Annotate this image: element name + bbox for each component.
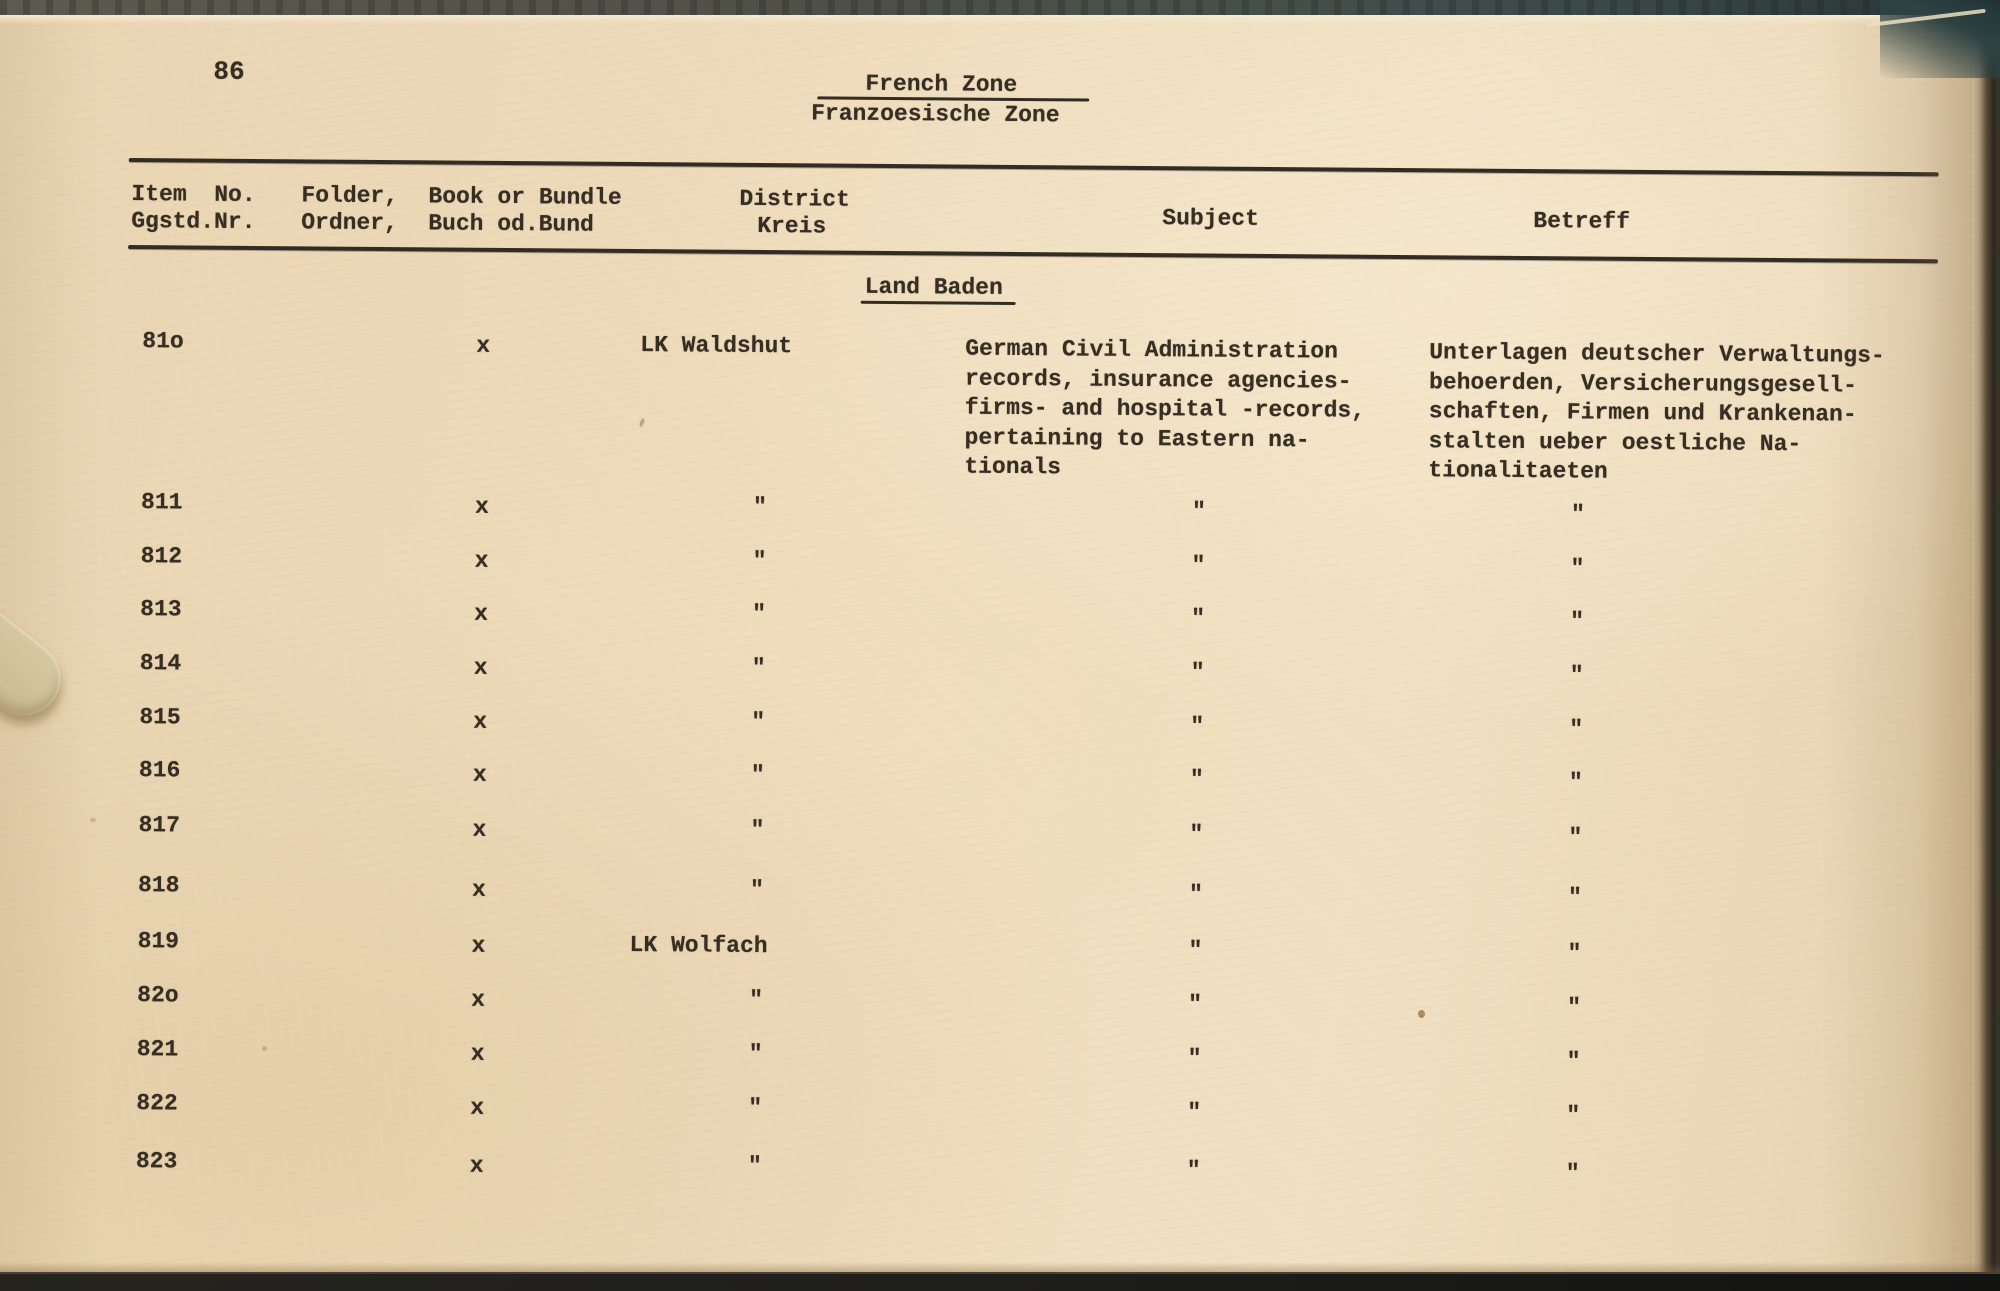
district-ditto-cell: " [748, 1094, 763, 1122]
district-ditto-cell: " [750, 816, 765, 844]
betreff-ditto-cell: " [1570, 501, 1585, 528]
item-number-cell: 816 [138, 757, 181, 784]
item-number-cell: 817 [138, 812, 181, 839]
header-item-en: Item No. [131, 181, 256, 209]
item-number-cell: 819 [137, 928, 180, 955]
district-ditto-cell: " [750, 761, 765, 789]
subject-ditto-cell: " [1190, 713, 1205, 740]
district-ditto-cell: " [751, 708, 766, 736]
header-book-de: Buch od.Bund [428, 210, 594, 238]
subject-cell: German Civil Administration records, ins… [964, 335, 1366, 481]
betreff-ditto-cell: " [1566, 1048, 1581, 1075]
subject-ditto-cell: " [1188, 937, 1203, 964]
betreff-ditto-cell: " [1568, 824, 1583, 851]
book-mark-cell: x [471, 932, 486, 959]
district-ditto-cell: " [749, 876, 764, 904]
item-number-cell: 814 [139, 650, 182, 677]
header-district-en: District [739, 185, 850, 213]
table-rule-bottom [128, 245, 1939, 264]
item-number-cell: 811 [140, 489, 183, 516]
subject-ditto-cell: " [1187, 1099, 1202, 1126]
item-number-cell: 81o [142, 328, 184, 355]
district-ditto-cell: " [752, 547, 767, 575]
district-ditto-cell: " [752, 600, 767, 628]
betreff-ditto-cell: " [1569, 716, 1584, 743]
section-heading: Land Baden [864, 273, 1003, 301]
district-cell: LK Wolfach [629, 931, 768, 960]
subject-ditto-cell: " [1186, 1157, 1201, 1184]
page-bottom-shadow [0, 1262, 2000, 1274]
district-ditto-cell: " [751, 654, 766, 682]
district-ditto-cell: " [749, 986, 764, 1014]
betreff-ditto-cell: " [1567, 940, 1582, 967]
header-subject: Subject [1162, 205, 1260, 232]
item-number-cell: 812 [140, 543, 183, 570]
header-folder-en: Folder, [301, 182, 399, 210]
betreff-ditto-cell: " [1567, 994, 1582, 1021]
subject-ditto-cell: " [1188, 991, 1203, 1018]
page-title-en: French Zone [865, 70, 1018, 98]
district-ditto-cell: " [748, 1040, 763, 1068]
item-number-cell: 821 [136, 1036, 179, 1063]
page-number: 86 [213, 56, 245, 87]
item-number-cell: 823 [135, 1148, 178, 1175]
header-item-de: Ggstd.Nr. [131, 208, 256, 236]
book-mark-cell: x [471, 876, 486, 903]
betreff-ditto-cell: " [1569, 662, 1584, 689]
item-number-cell: 82o [137, 982, 179, 1009]
photo-bottom-border [0, 1272, 2000, 1291]
betreff-ditto-cell: " [1567, 884, 1582, 911]
betreff-ditto-cell: " [1568, 769, 1583, 796]
book-mark-cell: x [472, 761, 487, 788]
betreff-ditto-cell: " [1566, 1102, 1581, 1129]
book-mark-cell: x [470, 1040, 485, 1067]
betreff-cell: Unterlagen deutscher Verwaltungs- behoer… [1428, 339, 1885, 485]
item-number-cell: 815 [139, 704, 181, 731]
item-number-cell: 813 [140, 596, 182, 623]
header-betreff: Betreff [1533, 208, 1631, 235]
book-spine-top [0, 0, 2000, 15]
book-mark-cell: x [473, 708, 488, 735]
header-folder-de: Ordner, [301, 209, 398, 237]
item-number-cell: 818 [137, 872, 180, 899]
book-mark-cell: x [469, 1152, 484, 1179]
item-number-cell: 822 [136, 1090, 178, 1117]
section-underline [860, 300, 1016, 305]
district-ditto-cell: " [752, 493, 767, 521]
subject-ditto-cell: " [1191, 552, 1206, 579]
header-book-en: Book or Bundle [428, 183, 622, 211]
book-mark-cell: x [470, 1094, 485, 1121]
book-mark-cell: x [474, 547, 489, 574]
subject-ditto-cell: " [1187, 1045, 1202, 1072]
book-mark-cell: x [472, 816, 487, 843]
table-rule-top [128, 158, 1939, 177]
book-mark-cell: x [474, 493, 489, 520]
header-district-de: Kreis [757, 212, 827, 240]
subject-ditto-cell: " [1191, 498, 1206, 525]
page-edge-shadow [1917, 0, 1972, 1291]
page-title-de: Franzoesische Zone [811, 100, 1060, 129]
betreff-ditto-cell: " [1570, 555, 1585, 582]
page-top-highlight [0, 15, 2000, 24]
subject-ditto-cell: " [1191, 605, 1206, 632]
district-ditto-cell: " [747, 1152, 762, 1180]
subject-ditto-cell: " [1189, 766, 1204, 793]
subject-ditto-cell: " [1189, 821, 1204, 848]
subject-ditto-cell: " [1190, 659, 1205, 686]
book-mark-cell: x [476, 332, 491, 359]
district-cell: LK Waldshut [640, 332, 793, 360]
book-mark-cell: x [471, 986, 486, 1013]
betreff-ditto-cell: " [1565, 1160, 1580, 1187]
subject-ditto-cell: " [1188, 881, 1203, 908]
book-mark-cell: x [474, 600, 489, 627]
book-fore-edge [1970, 0, 2000, 1291]
book-mark-cell: x [473, 654, 488, 681]
betreff-ditto-cell: " [1570, 608, 1585, 635]
